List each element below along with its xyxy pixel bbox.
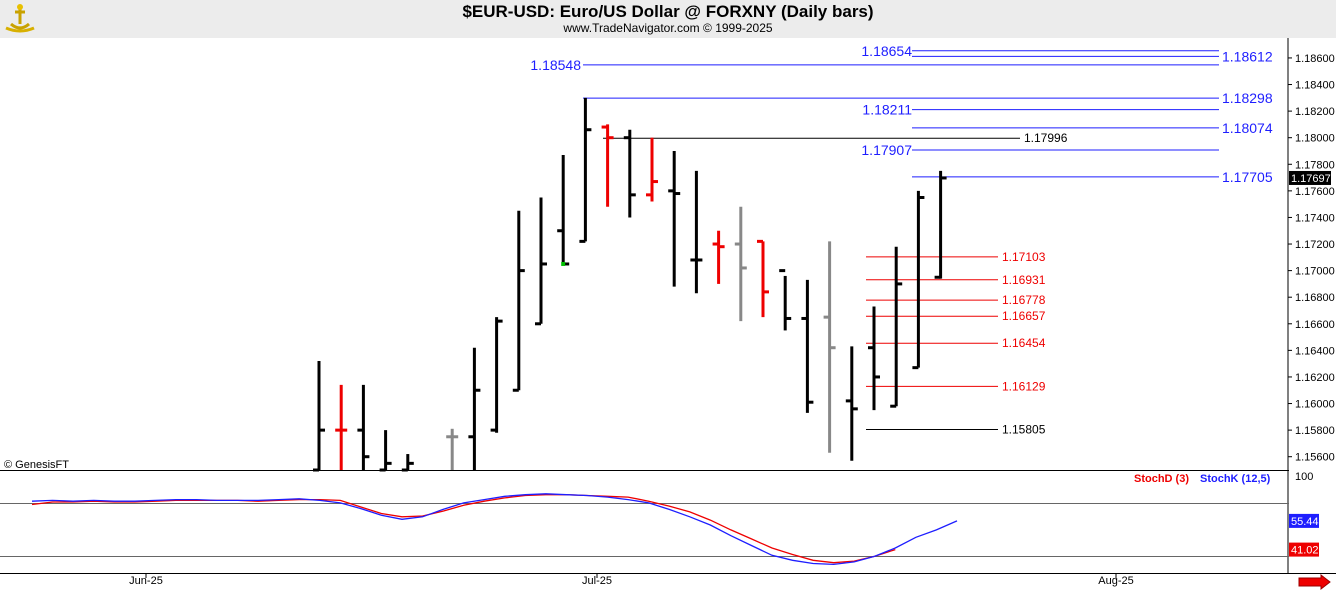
resistance-label: 1.18074 [1222,120,1273,136]
price-tick-label: 1.18000 [1295,133,1335,145]
support-label: 1.16778 [1002,293,1046,307]
ohlc-bars [313,97,947,472]
price-tick-label: 1.16800 [1295,292,1335,304]
resistance-label: 1.18612 [1222,48,1273,64]
price-tick-label: 1.17800 [1295,159,1335,171]
chart-title: $EUR-USD: Euro/US Dollar @ FORXNY (Daily… [462,2,874,21]
resistance-label: 1.18211 [862,102,912,118]
chart-subtitle: www.TradeNavigator.com © 1999-2025 [563,21,773,35]
stochd-legend: StochD (3) [1134,473,1189,485]
stochd-line [31,494,896,564]
price-tick-label: 1.18400 [1295,80,1335,92]
price-axis-panel [1289,38,1336,470]
last-price-badge-text: 1.17697 [1291,173,1331,185]
time-tick-label: Aug-25 [1098,575,1133,587]
price-tick-label: 1.16200 [1295,372,1335,384]
time-axis: Jun-25 Jul-25 Aug-25 [129,574,1134,587]
time-tick-label: Jul-25 [582,575,612,587]
stochk-value: 55.44 [1291,516,1319,528]
price-tick-label: 1.16600 [1295,319,1335,331]
price-tick-label: 1.18200 [1295,106,1335,118]
price-tick-label: 1.16400 [1295,345,1335,357]
support-label: 1.16129 [1002,379,1046,393]
osc-axis-top-label: 100 [1295,471,1313,483]
support-label: 1.16454 [1002,336,1046,350]
price-tick-label: 1.17200 [1295,239,1335,251]
support-label: 1.16657 [1002,309,1046,323]
resistance-label: 1.18298 [1222,90,1273,106]
copyright-label: © GenesisFT [4,459,69,471]
price-axis: 1.15600 1.15800 1.16000 1.16200 1.16400 1.166… [1288,53,1335,464]
reference-label: 1.15805 [1002,422,1046,436]
resistance-label: 1.17705 [1222,169,1273,185]
price-tick-label: 1.15800 [1295,425,1335,437]
scroll-right-arrow-icon[interactable] [1298,573,1331,591]
time-tick-label: Jun-25 [129,575,163,587]
support-label: 1.16931 [1002,273,1046,287]
resistance-label: 1.18548 [530,57,581,73]
resistance-label: 1.17907 [861,142,912,158]
support-label: 1.17103 [1002,250,1046,264]
stochk-value-badge [1289,513,1319,528]
stochk-legend: StochK (12,5) [1200,473,1271,485]
price-tick-label: 1.18600 [1295,53,1335,65]
title-bar: $EUR-USD: Euro/US Dollar @ FORXNY (Daily… [0,0,1336,38]
price-tick-label: 1.17400 [1295,212,1335,224]
trade-navigator-logo-icon [5,4,35,33]
last-price-badge [1289,170,1331,185]
stochd-value-badge [1289,542,1319,557]
signal-marker [561,261,566,266]
stochd-value: 41.02 [1291,545,1319,557]
price-tick-label: 1.15600 [1295,452,1335,464]
level-lines: 1.18654 1.18612 1.18548 1.18298 1.18211 1.180… [530,43,1272,437]
price-tick-label: 1.16000 [1295,399,1335,411]
stochk-line [31,493,958,566]
reference-label: 1.17996 [1024,131,1068,145]
price-tick-label: 1.17600 [1295,186,1335,198]
price-tick-label: 1.17000 [1295,266,1335,278]
stochastic-panel: 100 StochD (3) StochK (12,5) 55.44 41.02 [0,471,1319,566]
resistance-label: 1.18654 [861,43,912,59]
